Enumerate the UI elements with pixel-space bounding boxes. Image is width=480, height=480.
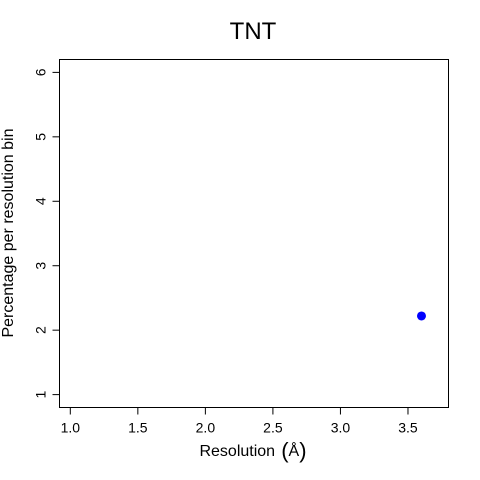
x-axis-label-paren-close: ) (299, 438, 306, 463)
y-axis-label: Percentage per resolution bin (0, 128, 17, 337)
y-tick-label: 3 (33, 262, 49, 270)
x-tick-label: 2.0 (196, 420, 216, 436)
data-points (416, 311, 426, 321)
x-tick-label: 3.5 (398, 420, 418, 436)
x-tick-label: 2.5 (263, 420, 283, 436)
chart-title: TNT (230, 18, 277, 45)
x-tick-label: 1.5 (128, 420, 148, 436)
y-axis: 1 2 3 4 5 6 (33, 68, 60, 399)
x-tick-label: 3.0 (331, 420, 351, 436)
data-point (416, 311, 426, 321)
x-axis-label-paren-open: ( (275, 438, 289, 463)
y-tick-label: 2 (33, 326, 49, 334)
x-axis-label-unit: Å (289, 441, 300, 460)
x-axis-label: Resolution (Å) (199, 438, 306, 463)
y-tick-label: 5 (33, 133, 49, 141)
x-axis: 1.0 1.5 2.0 2.5 3.0 3.5 (61, 407, 418, 436)
plot-frame (59, 59, 449, 408)
x-axis-label-text: Resolution (199, 443, 275, 460)
y-tick-label: 6 (33, 68, 49, 76)
x-tick-label: 1.0 (61, 420, 81, 436)
y-tick-label: 1 (33, 391, 49, 399)
y-tick-label: 4 (33, 197, 49, 205)
